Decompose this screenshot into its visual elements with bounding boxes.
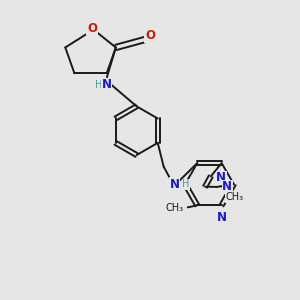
Text: N: N <box>169 179 179 193</box>
Text: N: N <box>217 211 226 224</box>
Text: N: N <box>216 171 226 184</box>
Text: CH₃: CH₃ <box>166 203 184 213</box>
Text: H: H <box>95 80 102 90</box>
Text: O: O <box>87 22 97 34</box>
Text: H: H <box>182 179 190 190</box>
Text: O: O <box>145 29 155 42</box>
Text: CH₃: CH₃ <box>226 192 244 202</box>
Text: N: N <box>170 178 180 191</box>
Text: N: N <box>102 78 112 91</box>
Text: N: N <box>222 180 232 194</box>
